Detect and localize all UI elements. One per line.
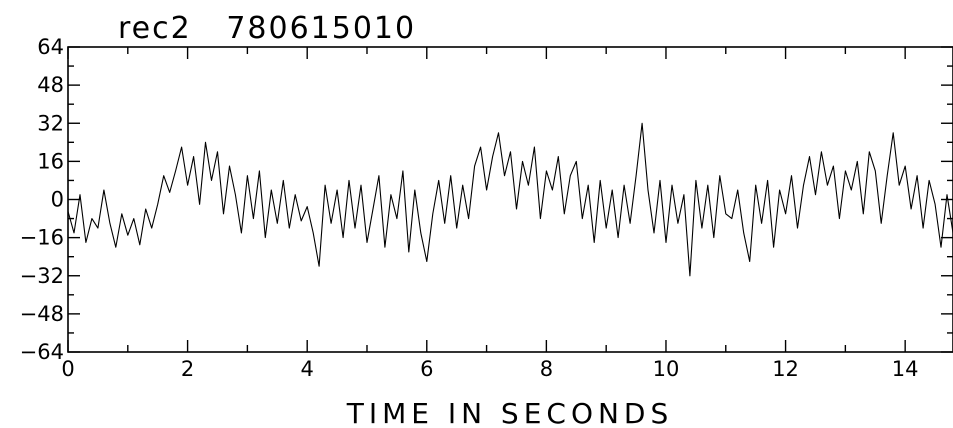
plot-frame	[67, 46, 953, 353]
y-tick-label: 16	[37, 149, 64, 173]
y-tick-label: 48	[37, 73, 64, 97]
y-tick-label: 32	[37, 111, 64, 135]
y-tick-label: −16	[20, 226, 64, 250]
x-tick-label: 8	[540, 357, 553, 381]
x-axis-label: TIME IN SECONDS	[346, 397, 674, 428]
x-tick-label: 14	[892, 357, 919, 381]
x-tick-labels: 0 2 4 6 8 10 12 14	[61, 357, 918, 381]
axis-ticks	[67, 46, 953, 353]
x-tick-label: 6	[420, 357, 433, 381]
series-line	[67, 122, 953, 277]
x-tick-label: 0	[61, 357, 74, 381]
y-tick-label: 64	[37, 35, 64, 59]
y-tick-label: −32	[20, 264, 64, 288]
x-tick-label: 12	[772, 357, 799, 381]
x-tick-label: 2	[181, 357, 194, 381]
series-layer	[67, 122, 953, 277]
y-tick-label: 0	[51, 188, 64, 212]
chart-title: rec2 780615010	[118, 11, 416, 46]
y-tick-label: −64	[20, 340, 64, 364]
y-tick-label: −48	[20, 302, 64, 326]
y-tick-labels: 64 48 32 16 0 −16 −32 −48 −64	[20, 35, 64, 364]
x-tick-label: 4	[301, 357, 314, 381]
x-tick-label: 10	[653, 357, 680, 381]
